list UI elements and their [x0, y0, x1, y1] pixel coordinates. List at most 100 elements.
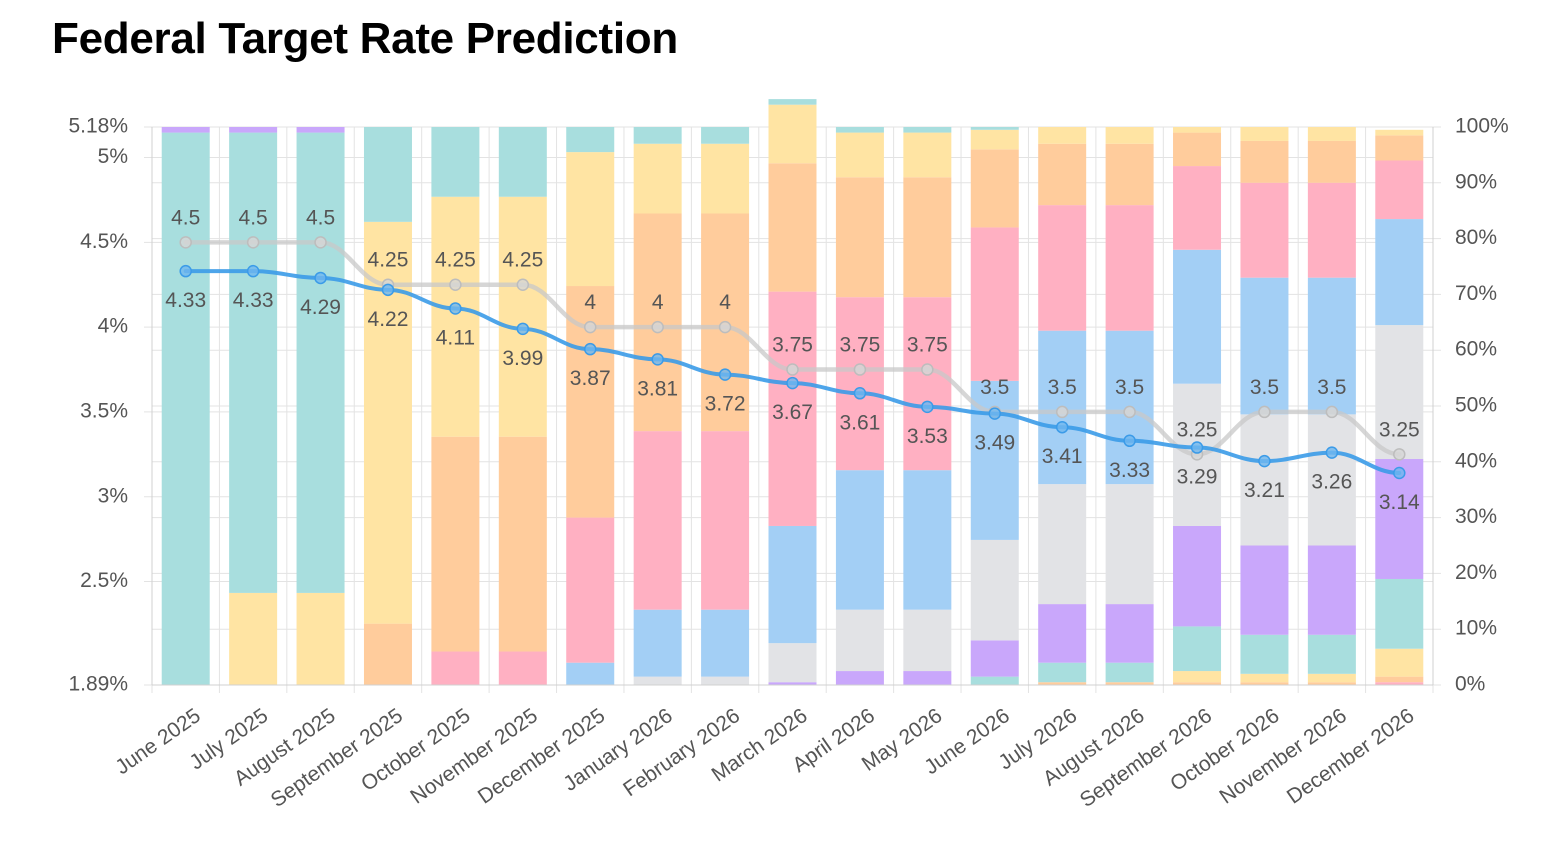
bar-segment — [1173, 626, 1222, 672]
bar-segment — [1173, 682, 1222, 685]
bar-segment — [1307, 182, 1356, 278]
bar-segment — [835, 127, 884, 133]
right-axis-tick-label: 40% — [1455, 449, 1497, 472]
bar-segment — [1038, 484, 1087, 605]
bar-segment — [229, 127, 278, 133]
bar-segment — [903, 671, 952, 685]
right-axis-tick-label: 20% — [1455, 561, 1497, 584]
expected-rate-label: 3.53 — [907, 425, 948, 448]
bar-segment — [1173, 127, 1222, 133]
target-rate-point — [1123, 405, 1136, 419]
bar-segment — [1240, 140, 1289, 183]
bar-segment — [229, 132, 278, 593]
bar-segment — [1105, 662, 1154, 683]
bar-segment — [1307, 545, 1356, 635]
bar-segment — [835, 671, 884, 685]
right-axis-tick-label: 90% — [1455, 170, 1497, 193]
bar-segment — [768, 291, 817, 526]
bar-segment — [835, 470, 884, 610]
bar-segment — [363, 623, 412, 685]
bar-segment — [1038, 604, 1087, 663]
bar-segment — [1240, 682, 1289, 685]
left-axis-tick-label: 3% — [98, 484, 128, 507]
expected-rate-label: 3.61 — [839, 411, 880, 434]
bar-segment — [1105, 143, 1154, 206]
bar-segment — [1105, 127, 1154, 144]
bar-segment — [970, 129, 1019, 150]
target-rate-label: 4 — [719, 291, 731, 314]
target-rate-label: 4.25 — [435, 249, 476, 272]
bar-segment — [1375, 578, 1424, 649]
expected-rate-label: 3.81 — [637, 377, 678, 400]
target-rate-label: 4 — [584, 291, 596, 314]
right-axis-tick-label: 10% — [1455, 617, 1497, 640]
bar-segment — [296, 132, 345, 593]
expected-rate-label: 3.41 — [1042, 445, 1083, 468]
bar-segment — [1038, 143, 1087, 206]
bar-segment — [1105, 682, 1154, 685]
left-axis-tick-label: 3.5% — [80, 399, 128, 422]
right-axis-tick-label: 0% — [1455, 673, 1485, 696]
target-rate-label: 3.75 — [907, 334, 948, 357]
target-rate-label: 4.25 — [502, 249, 543, 272]
left-axis-tick-label: 5% — [98, 145, 128, 168]
target-rate-point — [921, 363, 934, 376]
bar-segment — [701, 431, 750, 610]
bar-segment — [1105, 484, 1154, 605]
bar-segment — [633, 143, 682, 214]
chart-title: Federal Target Rate Prediction — [52, 14, 678, 63]
expected-rate-label: 3.99 — [502, 347, 543, 370]
bar-segment — [296, 592, 345, 685]
target-rate-point — [651, 320, 664, 334]
bar-segment — [1240, 277, 1289, 415]
target-rate-point — [314, 236, 327, 249]
target-rate-label: 3.75 — [839, 334, 880, 357]
series-lines — [179, 236, 1406, 480]
right-axis-tick-label: 100% — [1455, 115, 1509, 138]
bar-segment — [970, 640, 1019, 677]
expected-rate-label: 4.22 — [368, 308, 409, 331]
left-axis-tick-label: 1.89% — [68, 673, 128, 696]
target-rate-point — [786, 363, 799, 376]
expected-rate-point — [1190, 441, 1204, 454]
bar-segment — [1307, 414, 1356, 546]
bar-segment — [1038, 662, 1087, 683]
right-axis-tick-label: 70% — [1455, 282, 1497, 305]
bar-segment — [633, 609, 682, 677]
bar-segment — [161, 132, 210, 685]
bar-segment — [161, 127, 210, 133]
bar-segment — [1307, 277, 1356, 415]
expected-rate-label: 3.67 — [772, 401, 813, 424]
bar-segment — [768, 104, 817, 164]
bar-segment — [431, 436, 480, 652]
expected-rate-point — [651, 353, 664, 366]
bar-segment — [296, 127, 345, 133]
bar-segment — [1240, 127, 1289, 141]
bar-segment — [431, 651, 480, 685]
expected-rate-point — [786, 376, 799, 390]
bar-segment — [903, 132, 952, 178]
right-axis-tick-label: 60% — [1455, 338, 1497, 361]
bar-segment — [835, 609, 884, 672]
bar-segment — [566, 662, 615, 685]
expected-rate-label: 4.29 — [300, 296, 341, 319]
bar-segment — [1240, 414, 1289, 546]
x-axis-tick-label: June 2025 — [111, 704, 205, 779]
right-axis-tick-label: 50% — [1455, 394, 1497, 417]
target-rate-point — [246, 236, 260, 249]
bar-segment — [768, 682, 817, 685]
bar-segment — [1307, 634, 1356, 674]
bar-segment — [1173, 525, 1222, 627]
expected-rate-label: 3.26 — [1311, 471, 1352, 494]
bar-segment — [1307, 682, 1356, 685]
expected-rate-point — [718, 368, 732, 381]
expected-rate-label: 4.33 — [165, 289, 206, 312]
target-rate-point — [718, 320, 732, 334]
expected-rate-label: 3.33 — [1109, 459, 1150, 482]
target-rate-point — [1055, 405, 1069, 419]
bar-segment — [1375, 682, 1424, 685]
left-axis-tick-label: 4% — [98, 315, 128, 338]
expected-rate-point — [921, 400, 934, 414]
bar-segment — [701, 127, 750, 144]
